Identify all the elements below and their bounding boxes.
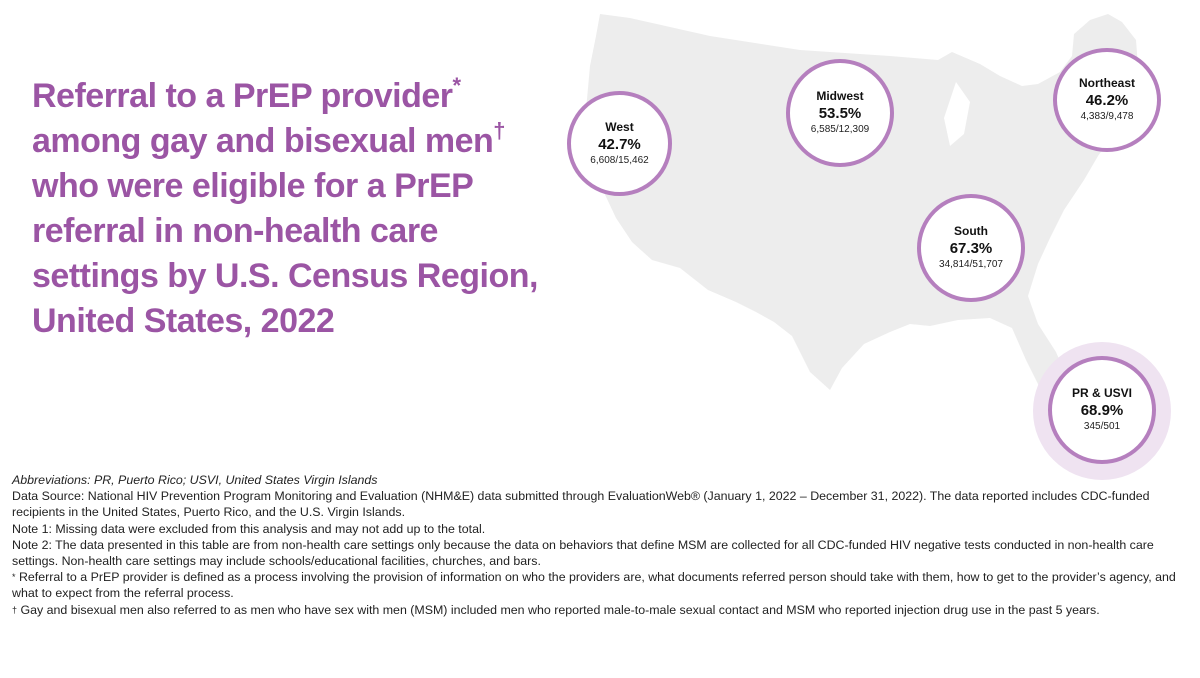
- region-name: South: [954, 224, 988, 238]
- region-percent: 53.5%: [818, 105, 862, 122]
- dagger-mark: †: [12, 604, 18, 615]
- region-name: Northeast: [1078, 76, 1135, 90]
- region-name: West: [605, 119, 634, 134]
- note-2: Note 2: The data presented in this table…: [12, 537, 1154, 569]
- region-bubble-south: South 67.3% 34,814/51,707: [917, 194, 1025, 302]
- region-percent: 67.3%: [949, 240, 993, 257]
- region-name: Midwest: [816, 89, 864, 103]
- title-text-2: among gay and bisexual men: [32, 122, 494, 160]
- region-ratio: 34,814/51,707: [939, 259, 1003, 270]
- title-text-1: Referral to a PrEP provider: [32, 77, 453, 115]
- asterisk-mark: *: [12, 572, 16, 583]
- contiguous-us-shape: [586, 14, 1150, 412]
- us-map-silhouette: [586, 14, 1150, 412]
- title-text-3: who were eligible for a PrEP referral in…: [32, 167, 538, 340]
- region-percent: 42.7%: [598, 135, 641, 153]
- title-asterisk-mark: *: [452, 72, 461, 98]
- abbreviations-note: Abbreviations: PR, Puerto Rico; USVI, Un…: [12, 473, 378, 487]
- region-ratio: 6,608/15,462: [590, 154, 649, 166]
- region-bubble-northeast: Northeast 46.2% 4,383/9,478: [1053, 48, 1161, 152]
- region-bubble-pr-usvi: PR & USVI 68.9% 345/501: [1048, 356, 1156, 464]
- data-source-note: Data Source: National HIV Prevention Pro…: [12, 489, 1150, 520]
- footnote-referral-text: Referral to a PrEP provider is defined a…: [12, 570, 1176, 601]
- region-percent: 68.9%: [1080, 402, 1124, 419]
- footnote-msm-text: Gay and bisexual men also referred to as…: [17, 602, 1100, 617]
- page-title: Referral to a PrEP provider* among gay a…: [32, 74, 552, 344]
- region-bubble-midwest: Midwest 53.5% 6,585/12,309: [786, 59, 894, 167]
- region-name: PR & USVI: [1071, 386, 1132, 400]
- title-dagger-mark: †: [493, 117, 505, 143]
- note-1: Note 1: Missing data were excluded from …: [12, 521, 486, 536]
- great-lakes-notch: [944, 82, 970, 146]
- region-bubble-west: West 42.7% 6,608/15,462: [567, 91, 672, 196]
- footnote-referral-definition: * Referral to a PrEP provider is defined…: [12, 569, 1192, 601]
- region-ratio: 345/501: [1083, 421, 1121, 432]
- region-ratio: 6,585/12,309: [810, 124, 870, 135]
- region-percent: 46.2%: [1085, 92, 1129, 109]
- footnote-msm-definition: † Gay and bisexual men also referred to …: [12, 602, 1192, 618]
- region-ratio: 4,383/9,478: [1080, 111, 1134, 122]
- footnotes: Abbreviations: PR, Puerto Rico; USVI, Un…: [12, 472, 1192, 618]
